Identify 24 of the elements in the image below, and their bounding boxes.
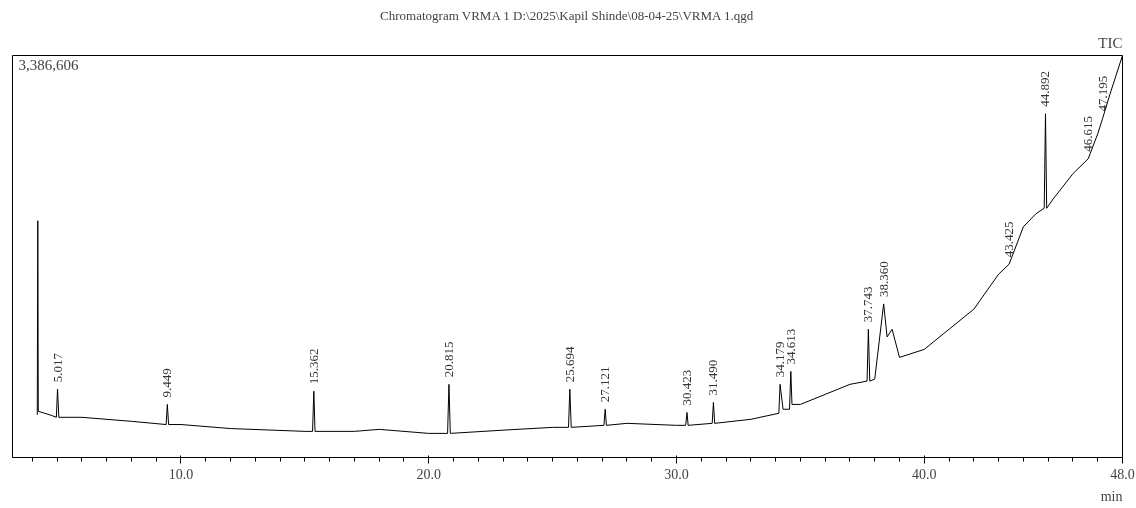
text: TIC bbox=[1098, 34, 1123, 51]
chart-title: Chromatogram VRMA 1 D:\2025\Kapil Shinde\08-04-25\VRMA 1.qgd bbox=[380, 7, 754, 23]
annotation: 9.449 bbox=[159, 368, 175, 398]
x-tick-label: 30.0 bbox=[664, 466, 689, 482]
annotation: 37.743 bbox=[860, 286, 876, 323]
annotation: 20.815 bbox=[440, 341, 456, 378]
x-tick-label: 20.0 bbox=[416, 466, 441, 482]
annotation: 5.017 bbox=[49, 352, 65, 383]
x-tick-label: 40.0 bbox=[912, 466, 937, 482]
annotation: 43.425 bbox=[1001, 221, 1017, 258]
x-tick-label: 10.0 bbox=[168, 466, 194, 482]
annotation: 38.360 bbox=[875, 261, 891, 297]
annotation: 25.694 bbox=[561, 345, 577, 383]
annotation: 44.892 bbox=[1037, 71, 1053, 107]
annotation: 15.362 bbox=[305, 348, 321, 385]
x-axis-title: min bbox=[1100, 488, 1123, 504]
annotation: 27.121 bbox=[597, 366, 613, 403]
x-tick-label: 48.0 bbox=[1110, 466, 1135, 482]
annotation: 46.615 bbox=[1080, 116, 1096, 152]
annotation: 3,386,606 bbox=[18, 56, 79, 73]
annotation: 30.423 bbox=[679, 369, 694, 406]
annotation: 31.490 bbox=[705, 359, 721, 396]
annotation: 34.179 bbox=[772, 341, 788, 378]
annotation: 47.195 bbox=[1094, 75, 1110, 112]
